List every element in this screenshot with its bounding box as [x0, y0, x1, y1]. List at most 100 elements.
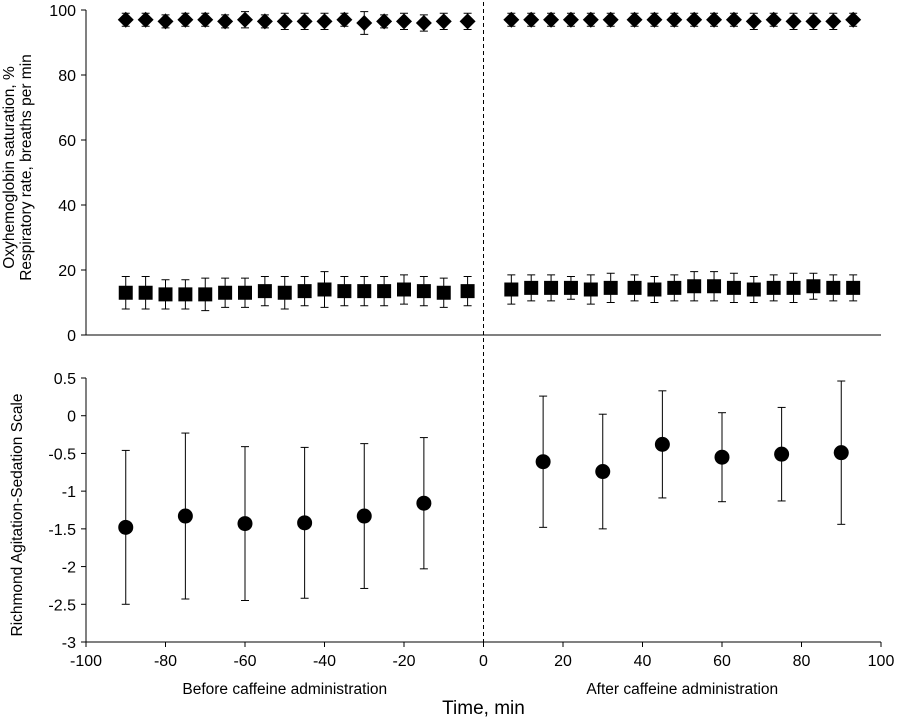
x-tick-label: -80 — [154, 653, 177, 670]
square-marker — [826, 280, 841, 295]
before-caffeine-label: Before caffeine administration — [182, 681, 387, 698]
diamond-marker — [316, 13, 333, 30]
top-y-axis-label-line-2: Respiratory rate, breaths per min — [18, 54, 35, 281]
x-axis: -100 -80 -60 -40 -20 0 20 40 60 80 100 — [70, 641, 894, 670]
diamond-marker — [197, 11, 214, 28]
diamond-marker — [765, 11, 782, 28]
square-marker — [436, 285, 451, 300]
top-y-tick-label: 100 — [49, 3, 76, 20]
diamond-marker — [276, 13, 293, 30]
circle-marker — [118, 519, 134, 535]
diamond-marker — [503, 11, 520, 28]
square-marker — [766, 280, 781, 295]
diamond-marker — [686, 11, 703, 28]
diamond-marker — [543, 11, 560, 28]
square-marker — [357, 284, 372, 299]
circle-marker — [416, 495, 432, 511]
diamond-marker — [157, 13, 174, 30]
square-marker — [687, 279, 702, 294]
bottom-y-tick-label: -0.5 — [48, 446, 76, 463]
diamond-marker — [825, 13, 842, 30]
diamond-marker — [745, 13, 762, 30]
x-tick-label: 0 — [479, 653, 488, 670]
square-marker — [707, 279, 722, 294]
circle-marker — [177, 508, 193, 524]
bottom-y-tick-label: 0 — [67, 409, 76, 426]
square-marker — [238, 285, 252, 300]
circle-marker — [833, 445, 849, 461]
diamond-marker — [706, 11, 723, 28]
top-y-ticks: 0 20 40 60 80 100 — [49, 3, 86, 345]
diamond-marker — [805, 13, 822, 30]
diamond-marker — [602, 11, 619, 28]
square-marker — [504, 282, 519, 297]
circle-marker — [535, 454, 551, 470]
square-marker — [277, 285, 292, 300]
bottom-panel: -3 -2.5 -2 -1.5 -1 -0.5 0 0.5 Richmond Agitatio… — [9, 371, 849, 652]
diamond-marker — [562, 11, 579, 28]
square-marker — [257, 284, 272, 299]
square-marker — [746, 282, 761, 297]
bottom-y-tick-label: -1 — [62, 484, 76, 501]
top-panel: 0 20 40 60 80 100 Oxyhemoglobin saturation, %… — [1, 3, 881, 345]
square-marker — [544, 280, 559, 295]
diamond-marker — [137, 11, 154, 28]
square-marker — [416, 284, 431, 299]
diamond-marker — [582, 11, 599, 28]
bottom-y-tick-label: -3 — [62, 635, 76, 652]
diamond-marker — [177, 11, 194, 28]
bottom-y-tick-label: 0.5 — [54, 371, 76, 388]
square-marker — [647, 282, 662, 297]
circle-marker — [654, 436, 670, 452]
diamond-marker — [415, 15, 432, 31]
square-marker — [583, 282, 598, 297]
x-tick-label: 20 — [554, 653, 572, 670]
square-marker — [786, 280, 801, 295]
square-marker — [297, 284, 312, 299]
bottom-y-ticks: -3 -2.5 -2 -1.5 -1 -0.5 0 0.5 — [48, 371, 86, 652]
square-marker — [726, 280, 741, 295]
x-tick-label: -40 — [313, 653, 336, 670]
diamond-marker — [845, 11, 862, 28]
circle-marker — [237, 516, 253, 532]
square-marker — [218, 285, 233, 300]
diamond-marker — [459, 13, 476, 30]
square-marker — [337, 284, 352, 299]
diamond-marker — [256, 13, 273, 30]
diamond-marker — [356, 15, 373, 31]
diamond-marker — [376, 13, 393, 30]
x-tick-label: -60 — [233, 653, 256, 670]
diamond-marker — [237, 11, 253, 28]
diamond-marker — [646, 11, 663, 28]
top-y-tick-label: 20 — [58, 263, 76, 280]
circle-marker — [595, 464, 611, 480]
diamond-marker — [217, 13, 234, 30]
diamond-marker — [435, 13, 452, 30]
top-markers — [117, 11, 862, 302]
x-tick-label: 40 — [634, 653, 652, 670]
circle-marker — [774, 446, 790, 462]
square-marker — [846, 280, 861, 295]
x-tick-label: 80 — [793, 653, 811, 670]
square-marker — [627, 280, 642, 295]
square-marker — [198, 287, 213, 302]
square-marker — [118, 285, 133, 300]
square-marker — [158, 287, 173, 302]
square-marker — [460, 284, 475, 299]
top-y-tick-label: 60 — [58, 133, 76, 150]
square-marker — [603, 280, 618, 295]
top-y-axis-label-line-1: Oxyhemoglobin saturation, % — [1, 66, 18, 269]
x-tick-label: -100 — [70, 653, 102, 670]
top-y-tick-label: 0 — [67, 328, 76, 345]
diamond-marker — [336, 11, 353, 28]
x-axis-label: Time, min — [442, 698, 525, 718]
square-marker — [524, 280, 539, 295]
circle-marker — [356, 508, 372, 524]
diamond-marker — [396, 13, 412, 30]
square-marker — [377, 284, 392, 299]
top-y-tick-label: 40 — [58, 198, 76, 215]
x-tick-label: 60 — [713, 653, 731, 670]
square-marker — [806, 279, 821, 294]
bottom-y-axis-label: Richmond Agitation-Sedation Scale — [9, 394, 26, 637]
